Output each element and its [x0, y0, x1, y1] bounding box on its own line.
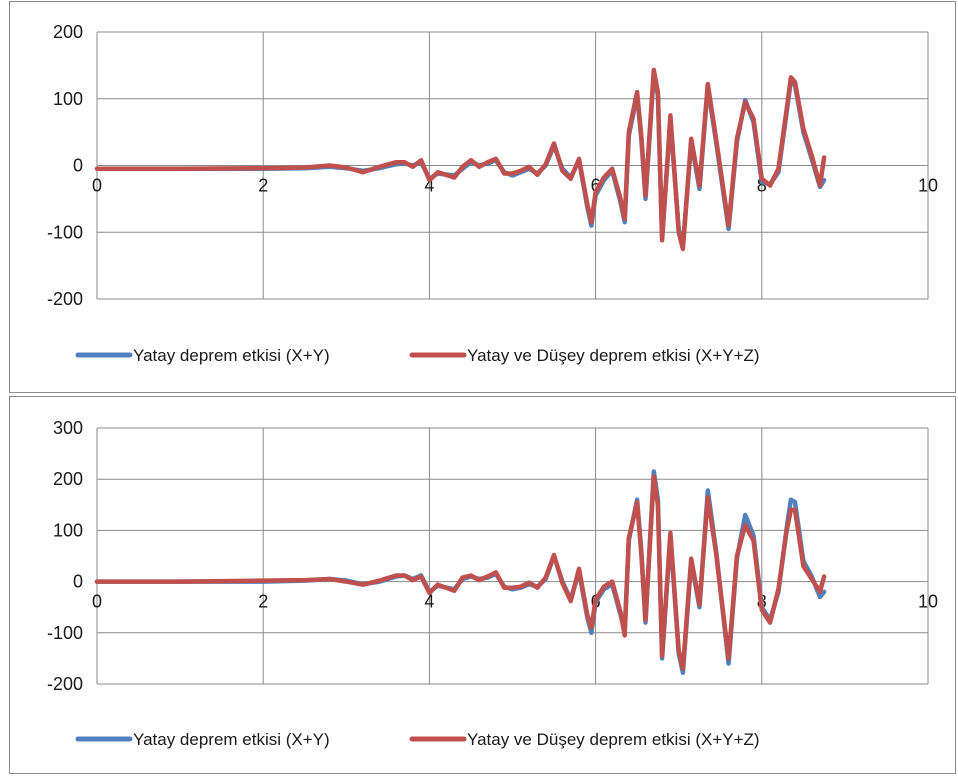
y-tick-label: 300 — [53, 418, 83, 438]
chart-panel-2: 300 200 100 0 -100 -200 0 2 4 6 8 10 Yatay deprem et… — [9, 396, 956, 774]
x-tick-label: 4 — [424, 592, 434, 612]
legend: Yatay deprem etkisi (X+Y) Yatay ve Düşey … — [75, 730, 760, 749]
legend: Yatay deprem etkisi (X+Y) Yatay ve Düşey … — [75, 346, 760, 365]
y-tick-label: -200 — [47, 289, 83, 309]
legend-label: Yatay deprem etkisi (X+Y) — [133, 346, 330, 365]
x-tick-label: 2 — [258, 176, 268, 196]
x-tick-label: 6 — [591, 176, 601, 196]
series-line-xyz — [94, 67, 827, 252]
x-tick-label: 0 — [92, 176, 102, 196]
series-line-xy — [94, 469, 827, 675]
y-tick-label: -200 — [47, 674, 83, 694]
y-tick-label: 100 — [53, 89, 83, 109]
y-tick-label: 0 — [73, 572, 83, 592]
y-tick-label: 200 — [53, 469, 83, 489]
y-tick-label: -100 — [47, 623, 83, 643]
chart-1: 200 100 0 -100 -200 0 2 4 6 8 10 Yatay deprem etkis… — [47, 22, 938, 365]
x-tick-label: 10 — [918, 592, 938, 612]
gridlines — [96, 31, 929, 300]
x-tick-label: 4 — [424, 176, 434, 196]
chart-panel-1: 200 100 0 -100 -200 0 2 4 6 8 10 Yatay deprem etkis… — [9, 1, 956, 393]
legend-label: Yatay deprem etkisi (X+Y) — [133, 730, 330, 749]
series-line-xyz — [94, 474, 827, 671]
x-tick-label: 2 — [258, 592, 268, 612]
y-tick-label: -100 — [47, 222, 83, 242]
x-tick-label: 10 — [918, 176, 938, 196]
x-tick-label: 8 — [757, 176, 767, 196]
y-tick-label: 100 — [53, 520, 83, 540]
legend-label: Yatay ve Düşey deprem etkisi (X+Y+Z) — [467, 730, 760, 749]
x-tick-label: 0 — [92, 592, 102, 612]
legend-label: Yatay ve Düşey deprem etkisi (X+Y+Z) — [467, 346, 760, 365]
y-tick-label: 0 — [73, 156, 83, 176]
y-tick-label: 200 — [53, 22, 83, 42]
